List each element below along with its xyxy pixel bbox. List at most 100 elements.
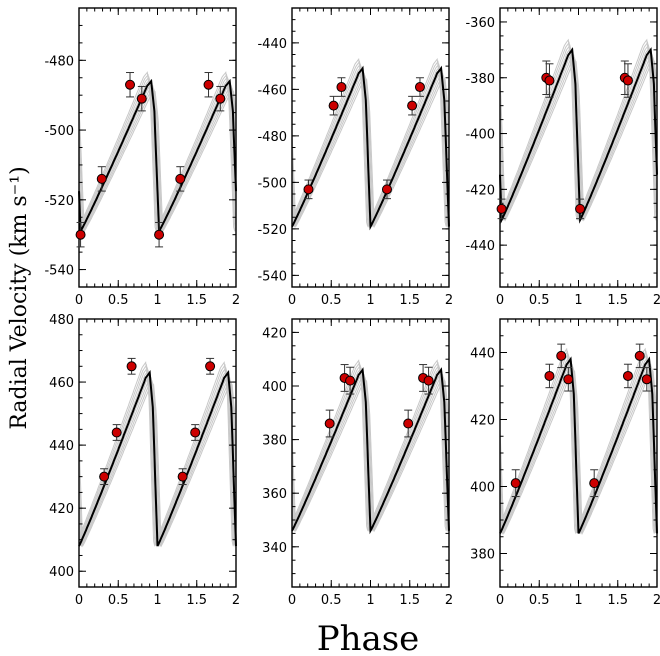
model-grid-line <box>499 57 658 222</box>
x-axis-title: Phase <box>317 619 420 656</box>
data-point <box>381 184 392 195</box>
y-tick-label: 380 <box>262 434 287 449</box>
x-tick-label: 0 <box>75 593 83 608</box>
model-mean-line <box>499 356 658 534</box>
model-grid-line <box>78 87 237 233</box>
y-tick-label: -380 <box>465 72 495 87</box>
model-grid-line <box>78 85 237 232</box>
model-grid-line <box>499 59 658 222</box>
model-grid-line <box>499 44 658 222</box>
data-point <box>622 370 633 381</box>
x-tick-label: 1 <box>366 293 374 308</box>
y-tick-label: 440 <box>49 439 74 454</box>
model-mean-line <box>291 65 450 231</box>
x-tick-label: 1.5 <box>399 593 420 608</box>
x-tick-label: 1.5 <box>186 293 207 308</box>
data-point <box>154 229 165 240</box>
data-point <box>544 75 555 86</box>
model-grid-line <box>291 379 450 533</box>
y-tick-label: -400 <box>465 128 495 143</box>
x-tick-label: 0 <box>496 293 504 308</box>
x-tick-label: 0 <box>288 593 296 608</box>
data-point <box>634 350 645 361</box>
data-point <box>496 203 507 214</box>
y-tick-label: -460 <box>257 83 287 98</box>
model-grid-line <box>499 363 658 535</box>
y-tick-label: -500 <box>257 176 287 191</box>
data-point <box>407 100 418 111</box>
x-tick-label: 1.5 <box>399 293 420 308</box>
x-tick-label: 1.5 <box>607 593 628 608</box>
y-tick-label: 400 <box>470 481 495 496</box>
data-point <box>589 478 600 489</box>
x-tick-label: 1 <box>153 593 161 608</box>
data-point <box>203 79 214 90</box>
x-tick-label: 0.5 <box>108 593 129 608</box>
model-mean-line <box>499 47 658 224</box>
data-point <box>345 375 356 386</box>
x-tick-label: 2 <box>445 293 453 308</box>
data-point <box>303 184 314 195</box>
data-point <box>96 173 107 184</box>
model-grid-line <box>499 366 658 535</box>
y-tick-label: -420 <box>465 183 495 198</box>
x-tick-label: 2 <box>653 593 660 608</box>
data-point <box>510 478 521 489</box>
y-tick-label: -440 <box>465 239 495 254</box>
model-grid-line <box>291 373 450 532</box>
x-tick-label: 1 <box>366 593 374 608</box>
x-tick-label: 0 <box>288 293 296 308</box>
data-point <box>126 361 137 372</box>
data-point <box>205 361 216 372</box>
x-tick-label: 2 <box>653 293 660 308</box>
panel-bottom-right: 0 0.5 1 1.5 2 380 400 420 440 <box>470 318 660 608</box>
model-grid-line <box>78 71 237 232</box>
data-point <box>403 418 414 429</box>
data-point <box>641 374 652 385</box>
y-tick-label: -480 <box>44 54 74 69</box>
model-grid-line <box>291 376 450 533</box>
data-point <box>175 173 186 184</box>
data-point <box>544 370 555 381</box>
x-tick-label: 1 <box>153 293 161 308</box>
panel-top-middle: 0 0.5 1 1.5 2 -540 -520 -500 -480 -460 -440 <box>257 7 453 308</box>
model-grid-line <box>78 73 237 233</box>
data-point <box>414 82 425 93</box>
model-grid-line <box>291 77 450 229</box>
model-grid-line <box>291 75 450 228</box>
y-tick-label: 380 <box>470 548 495 563</box>
x-tick-label: 0.5 <box>529 593 550 608</box>
model-mean-line <box>291 367 450 535</box>
panel-top-left: 0 0.5 1 1.5 2 -540 -520 -500 -480 <box>44 7 240 308</box>
x-tick-label: 0.5 <box>529 293 550 308</box>
data-point <box>215 93 226 104</box>
data-point <box>563 374 574 385</box>
y-tick-label: -540 <box>257 269 287 284</box>
model-mean-line <box>78 370 237 547</box>
panel-bottom-middle: 0 0.5 1 1.5 2 340 360 380 400 420 <box>262 318 453 608</box>
data-point <box>328 100 339 111</box>
x-tick-label: 0.5 <box>108 293 129 308</box>
y-tick-label: 480 <box>49 313 74 328</box>
model-grid-line <box>499 54 658 221</box>
panels-group: 0 0.5 1 1.5 2 -540 -520 -500 -480 0 0.5 1 1.5 2 -540 -5… <box>44 7 660 608</box>
x-tick-label: 1.5 <box>186 593 207 608</box>
y-tick-label: 440 <box>470 347 495 362</box>
data-point <box>575 203 586 214</box>
x-tick-label: 2 <box>445 593 453 608</box>
y-tick-label: 360 <box>262 487 287 502</box>
model-grid-line <box>78 383 237 548</box>
y-axis-title: Radial Velocity (km s⁻¹) <box>7 166 32 429</box>
data-point <box>556 350 567 361</box>
data-point <box>423 375 434 386</box>
model-grid-line <box>78 377 237 548</box>
y-tick-label: -540 <box>44 264 74 279</box>
data-point <box>177 471 188 482</box>
x-tick-label: 2 <box>232 293 240 308</box>
model-grid-line <box>78 379 237 548</box>
y-tick-label: 420 <box>49 502 74 517</box>
data-point <box>190 427 201 438</box>
y-tick-label: 460 <box>49 376 74 391</box>
y-tick-label: 420 <box>262 326 287 341</box>
